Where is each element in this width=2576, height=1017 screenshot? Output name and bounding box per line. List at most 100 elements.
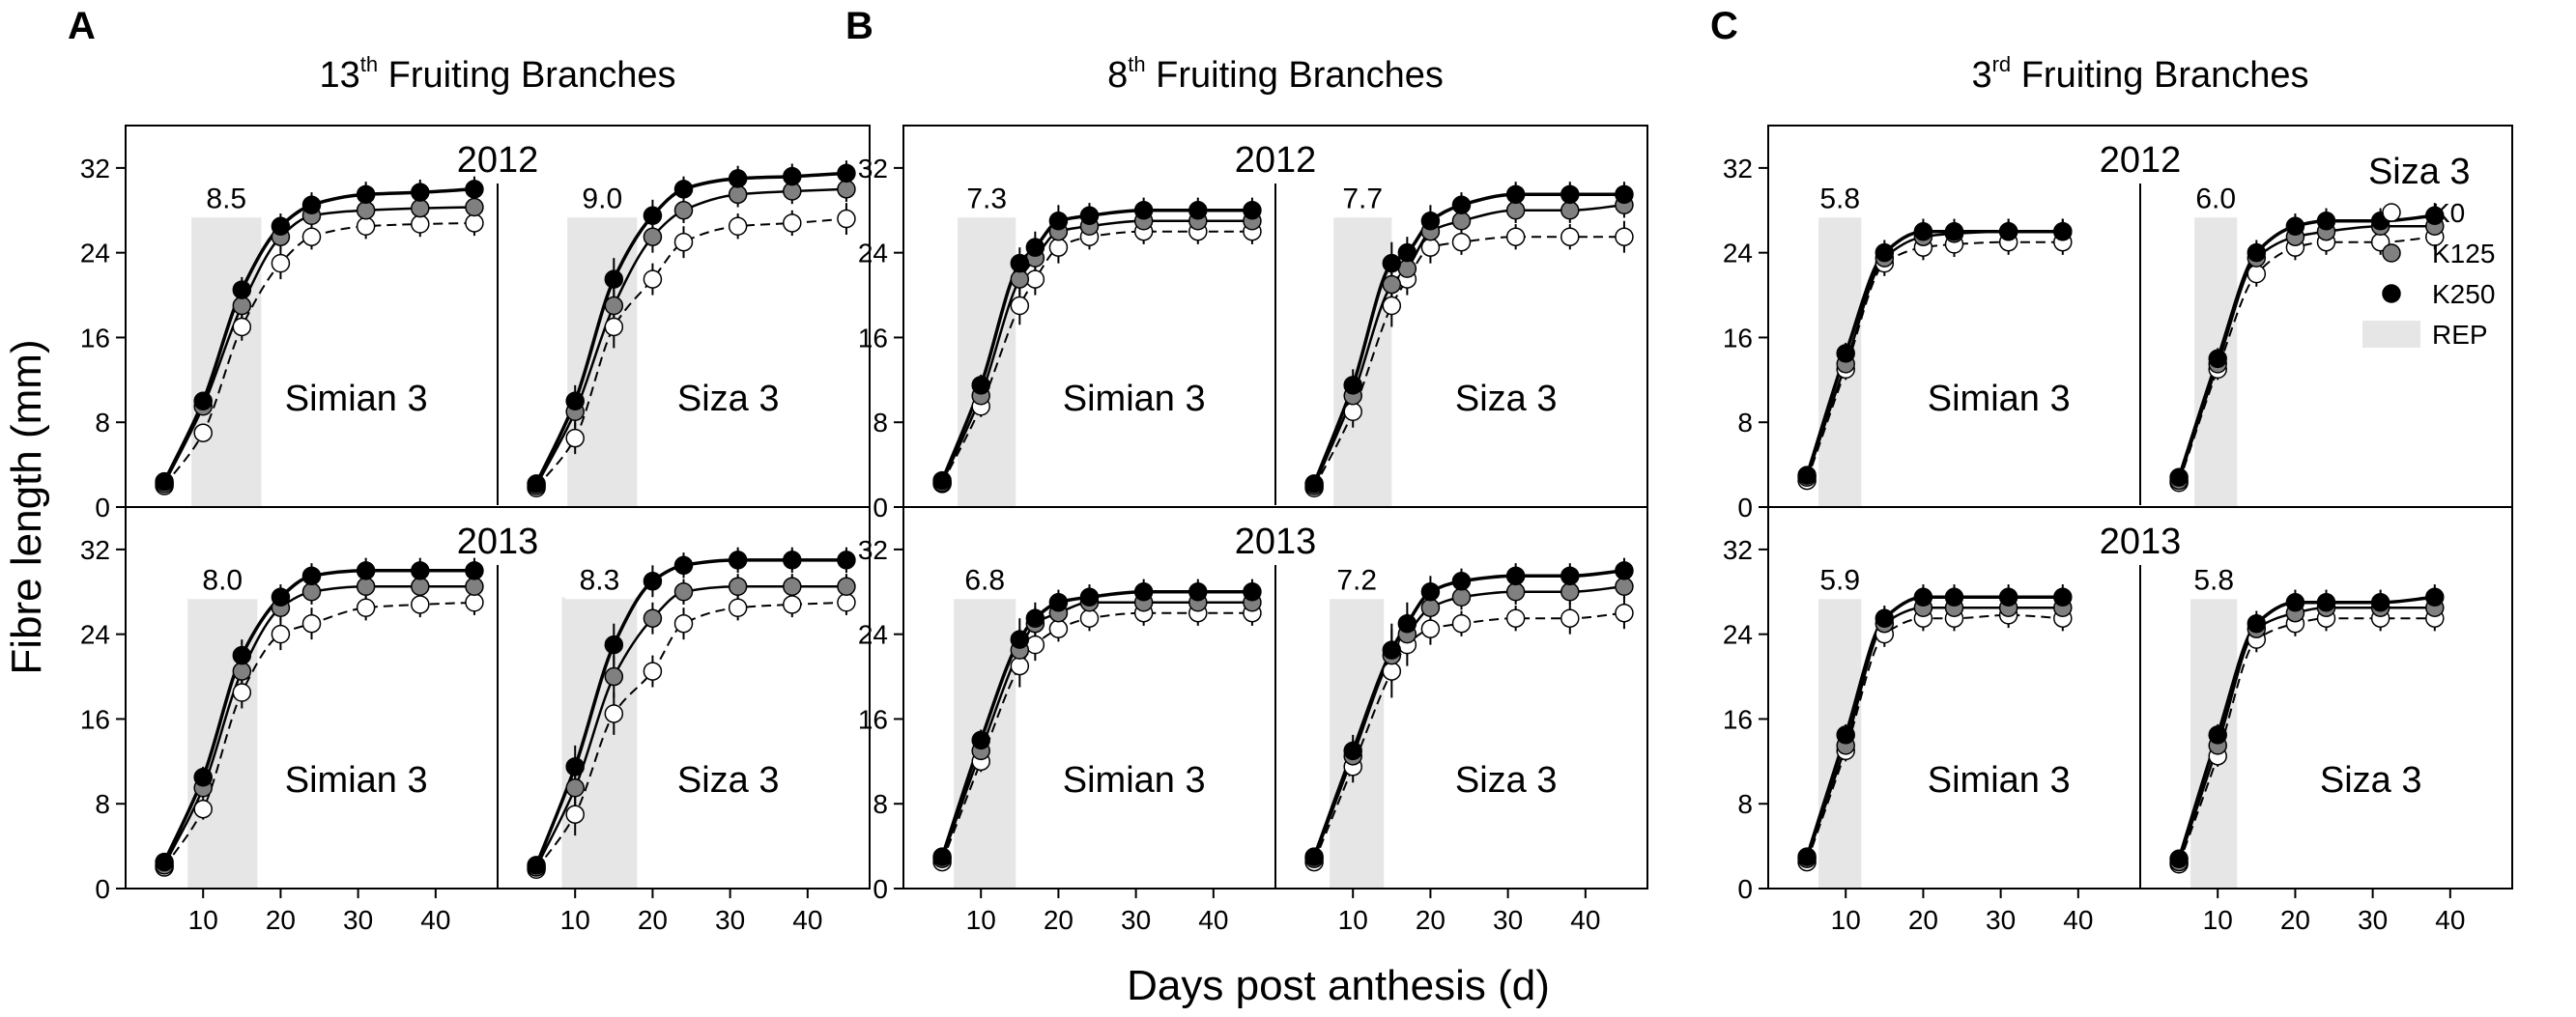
data-point-k125 <box>643 608 663 628</box>
data-point-k125 <box>1451 212 1472 231</box>
rep-shading <box>191 215 262 507</box>
legend-label-k250: K250 <box>2432 279 2495 309</box>
y-tick-label: 16 <box>858 323 888 353</box>
y-tick-label: 32 <box>1723 154 1753 184</box>
data-point-k0 <box>1382 296 1402 316</box>
fit-curve-k0 <box>2178 236 2435 484</box>
data-point-k125 <box>1505 201 1526 220</box>
cultivar-label: Simian 3 <box>285 760 428 801</box>
data-point-k250 <box>1048 212 1069 231</box>
cultivar-label: Siza 3 <box>677 760 780 801</box>
x-tick-label: 40 <box>792 905 822 935</box>
data-point-k0 <box>673 613 694 634</box>
year-label-2013: 2013 <box>2100 522 2182 562</box>
x-tick-label: 10 <box>966 905 996 935</box>
legend: K0 K125 K250 REP <box>2362 198 2495 350</box>
year-label-2012: 2012 <box>457 140 539 181</box>
x-tick-label: 40 <box>1570 905 1600 935</box>
cultivar-label: Siza 3 <box>2320 760 2422 801</box>
data-point-k250 <box>1451 572 1472 591</box>
x-tick-label: 30 <box>715 905 745 935</box>
y-tick-label: 8 <box>873 789 888 819</box>
data-point-k250 <box>1079 587 1100 607</box>
data-point-k250 <box>155 471 174 492</box>
year-label-2013: 2013 <box>1235 522 1317 562</box>
y-tick-label: 16 <box>1723 704 1753 734</box>
data-point-k250 <box>232 280 252 299</box>
y-tick-label: 24 <box>80 239 110 268</box>
rep-label-bg <box>1805 560 1875 600</box>
data-point-k250 <box>2316 593 2336 612</box>
data-point-k250 <box>1420 212 1441 231</box>
rep-shading <box>187 597 258 889</box>
data-point-k250 <box>1243 201 1262 220</box>
data-point-k0 <box>728 598 748 617</box>
rep-label-bg <box>567 179 638 218</box>
rep-duration-label: 5.9 <box>1819 564 1860 596</box>
data-point-k0 <box>1048 619 1069 638</box>
data-point-k0 <box>837 593 856 612</box>
data-point-k0 <box>1560 608 1580 628</box>
panel-letter-b: B <box>845 5 873 47</box>
data-point-k125 <box>1560 201 1580 220</box>
legend-label-k125: K125 <box>2432 239 2495 268</box>
data-point-k250 <box>1343 741 1362 761</box>
rep-duration-label: 7.7 <box>1342 183 1383 214</box>
data-point-k125 <box>411 198 430 218</box>
data-point-k250 <box>1615 184 1634 205</box>
data-point-k0 <box>301 613 322 634</box>
data-point-k0 <box>643 662 663 681</box>
rep-label-bg <box>187 560 258 600</box>
data-point-k250 <box>1420 582 1441 602</box>
subplot-a-4: 8.3 Siza 3 <box>527 547 856 889</box>
data-point-k0 <box>565 805 585 824</box>
x-tick-label: 10 <box>2203 905 2233 935</box>
data-point-k250 <box>1615 561 1634 580</box>
data-point-k250 <box>1010 253 1030 273</box>
rep-label-bg <box>1328 179 1398 218</box>
y-tick-label: 0 <box>1737 874 1753 904</box>
data-point-k250 <box>1797 847 1817 866</box>
data-point-k250 <box>527 474 546 494</box>
data-point-k0 <box>301 227 322 246</box>
data-point-k250 <box>271 587 291 607</box>
data-point-k250 <box>1836 344 1855 363</box>
x-tick-label: 40 <box>1198 905 1228 935</box>
rep-duration-label: 8.5 <box>206 183 246 214</box>
data-point-k250 <box>1397 242 1417 263</box>
data-point-k250 <box>411 183 430 202</box>
y-tick-label: 16 <box>80 704 110 734</box>
data-point-k125 <box>232 662 252 681</box>
data-point-k250 <box>1913 587 1933 607</box>
x-tick-label: 40 <box>2435 905 2465 935</box>
y-tick-label: 32 <box>858 154 888 184</box>
data-point-k125 <box>728 184 748 205</box>
data-point-k250 <box>1875 608 1895 628</box>
x-tick-label: 30 <box>2358 905 2388 935</box>
data-point-k250 <box>1382 253 1402 273</box>
legend-label-rep: REP <box>2432 320 2488 350</box>
data-point-k0 <box>604 704 624 723</box>
x-tick-label: 40 <box>420 905 450 935</box>
y-tick-label: 8 <box>873 408 888 438</box>
data-point-k0 <box>1560 227 1580 246</box>
y-tick-label: 32 <box>1723 535 1753 565</box>
data-point-k125 <box>1560 582 1580 602</box>
data-point-k250 <box>2425 587 2445 607</box>
data-point-k250 <box>1133 201 1154 220</box>
data-point-k250 <box>565 757 585 777</box>
data-point-k125 <box>673 582 694 602</box>
data-point-k125 <box>1505 582 1526 602</box>
data-point-k250 <box>783 551 802 570</box>
data-point-k125 <box>1451 587 1472 607</box>
data-point-k250 <box>783 166 802 186</box>
rep-duration-label: 6.8 <box>964 564 1005 596</box>
data-point-k0 <box>1382 662 1402 681</box>
data-point-k0 <box>1505 227 1526 246</box>
data-point-k250 <box>1133 582 1154 602</box>
rep-label-bg <box>2181 179 2251 218</box>
data-point-k125 <box>837 577 856 597</box>
legend-marker-k125 <box>2382 243 2401 263</box>
data-point-k250 <box>2053 221 2073 241</box>
data-point-k250 <box>932 847 952 866</box>
